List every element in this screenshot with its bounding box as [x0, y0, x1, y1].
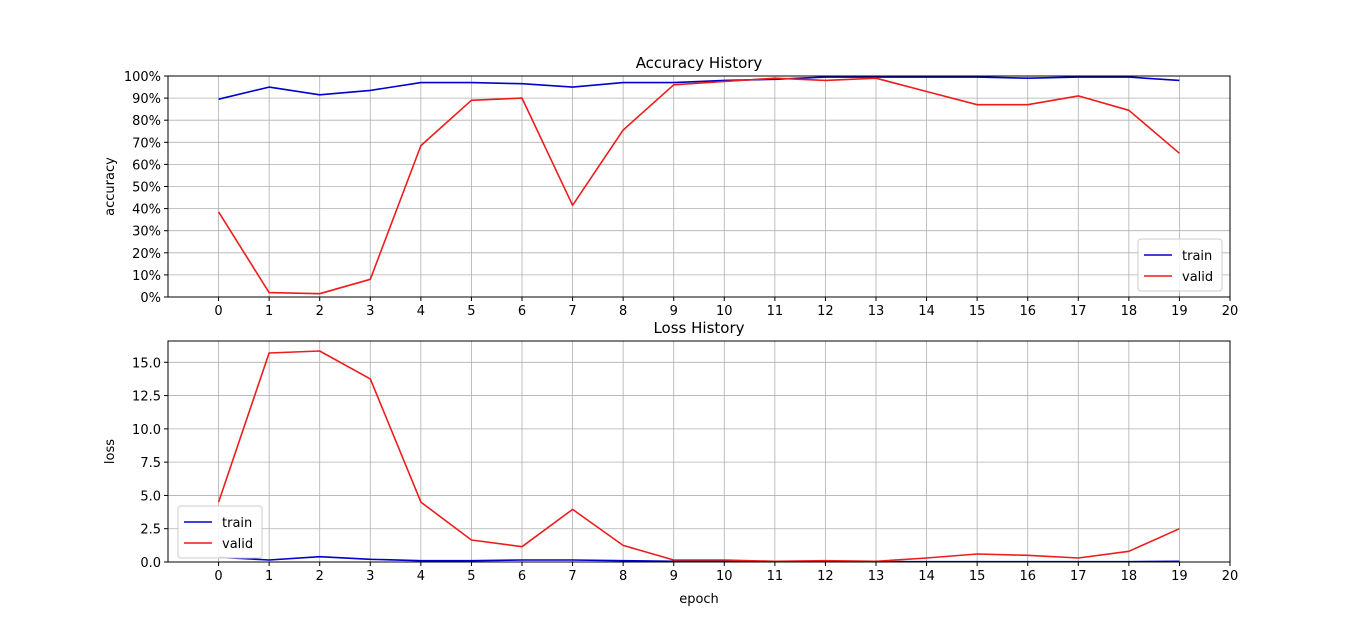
x-axis-label: epoch [679, 592, 719, 607]
plot-frame [167, 340, 1231, 563]
x-tick-label: 13 [868, 304, 885, 319]
x-tick-label: 17 [1070, 569, 1087, 584]
loss-chart: 0 1 2 3 4 5 6 7 8 9 10 11 12 13 14 15 16 17 18 19 200.02.55.… [103, 319, 1238, 607]
x-tick-label: 15 [969, 304, 986, 319]
x-tick-label: 4 [417, 304, 425, 319]
x-tick-label: 11 [767, 569, 784, 584]
y-tick-label: 30% [132, 225, 161, 240]
y-tick-label: 5.0 [140, 489, 161, 504]
x-tick-label: 6 [518, 569, 526, 584]
x-tick-label: 18 [1121, 569, 1138, 584]
series-line-train [218, 76, 1180, 100]
x-tick-label: 3 [366, 304, 374, 319]
x-tick-label: 17 [1070, 304, 1087, 319]
x-tick-label: 13 [868, 569, 885, 584]
y-tick-label: 90% [132, 92, 161, 107]
x-tick-label: 1 [265, 304, 273, 319]
x-tick-label: 0 [214, 569, 222, 584]
x-tick-label: 8 [619, 569, 627, 584]
x-tick-label: 12 [817, 304, 834, 319]
legend-box [177, 505, 263, 559]
legend-label-valid: valid [1182, 270, 1213, 285]
y-tick-label: 40% [132, 203, 161, 218]
y-tick-label: 100% [124, 70, 161, 85]
x-tick-label: 16 [1019, 569, 1036, 584]
x-tick-label: 9 [670, 304, 678, 319]
x-tick-label: 19 [1171, 304, 1188, 319]
x-tick-label: 12 [817, 569, 834, 584]
series-line-valid [217, 350, 1180, 563]
x-tick-label: 15 [969, 569, 986, 584]
x-tick-label: 6 [518, 304, 526, 319]
x-tick-label: 3 [366, 569, 374, 584]
chart-title: Loss History [653, 319, 744, 337]
x-tick-label: 5 [467, 569, 475, 584]
legend-label-train: train [1182, 249, 1212, 264]
accuracy-chart: 0 1 2 3 4 5 6 7 8 9 10 11 12 13 14 15 16 17 18 19 200%10%20%… [103, 54, 1238, 319]
x-tick-label: 10 [716, 304, 733, 319]
x-tick-label: 1 [265, 569, 273, 584]
y-tick-label: 0% [140, 291, 161, 306]
chart-title: Accuracy History [636, 54, 763, 72]
x-tick-label: 18 [1121, 304, 1138, 319]
y-tick-label: 20% [132, 247, 161, 262]
y-tick-label: 70% [132, 136, 161, 151]
x-tick-label: 9 [670, 569, 678, 584]
y-tick-label: 7.5 [140, 456, 161, 471]
x-tick-label: 0 [214, 304, 222, 319]
legend-label-train: train [222, 516, 252, 531]
y-tick-label: 15.0 [132, 356, 161, 371]
y-tick-label: 10.0 [132, 423, 161, 438]
x-tick-label: 14 [918, 569, 935, 584]
y-tick-label: 2.5 [140, 523, 161, 538]
x-tick-label: 7 [568, 569, 576, 584]
y-tick-label: 80% [132, 114, 161, 129]
y-tick-label: 10% [132, 269, 161, 284]
x-tick-label: 20 [1222, 304, 1239, 319]
x-tick-label: 2 [316, 569, 324, 584]
legend-box [1137, 238, 1223, 292]
legend: train valid [177, 505, 263, 559]
legend: train valid [1137, 238, 1223, 292]
x-tick-label: 11 [767, 304, 784, 319]
x-tick-label: 10 [716, 569, 733, 584]
y-axis-label: accuracy [103, 157, 118, 216]
x-tick-label: 2 [316, 304, 324, 319]
x-tick-label: 8 [619, 304, 627, 319]
y-tick-label: 12.5 [132, 390, 161, 405]
x-tick-label: 4 [417, 569, 425, 584]
legend-label-valid: valid [222, 537, 253, 552]
x-tick-label: 19 [1171, 569, 1188, 584]
y-tick-label: 0.0 [140, 556, 161, 571]
y-tick-label: 50% [132, 181, 161, 196]
y-tick-label: 60% [132, 158, 161, 173]
x-tick-label: 16 [1019, 304, 1036, 319]
y-axis-label: loss [103, 439, 118, 464]
series-line-valid [217, 77, 1180, 295]
x-tick-label: 5 [467, 304, 475, 319]
x-tick-label: 14 [918, 304, 935, 319]
x-tick-label: 20 [1222, 569, 1239, 584]
x-tick-label: 7 [568, 304, 576, 319]
